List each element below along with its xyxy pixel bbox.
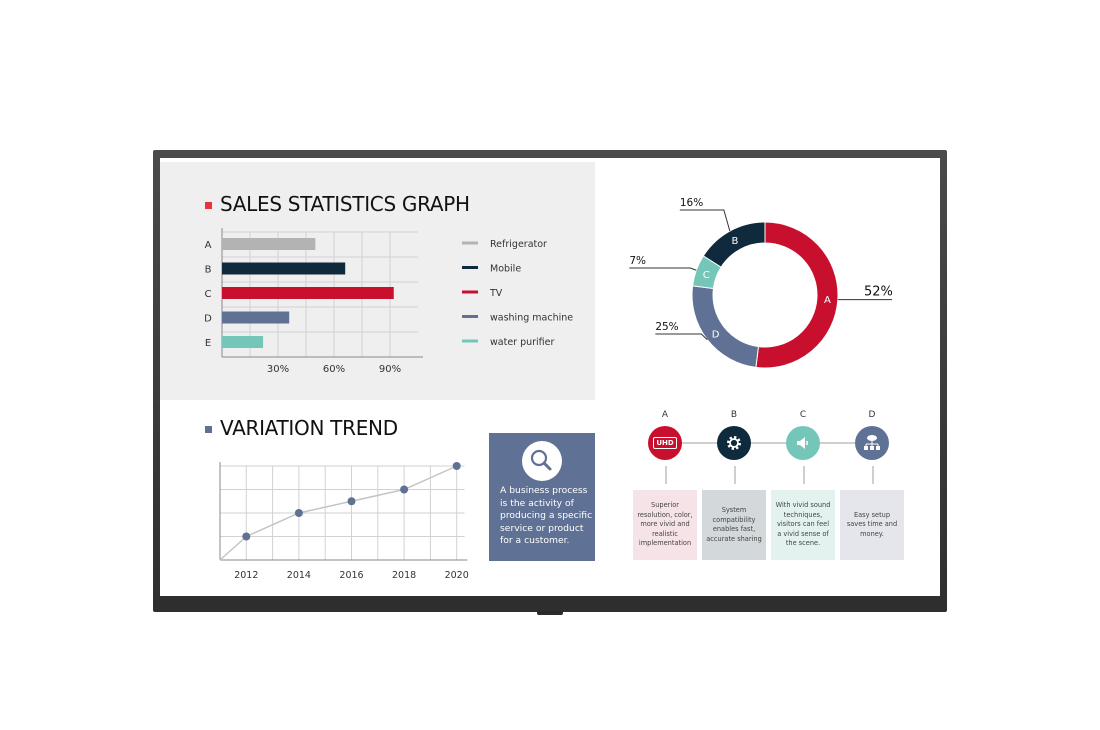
- x-tick-label: 2020: [445, 570, 469, 581]
- feature-label: C: [799, 410, 807, 420]
- bar-B: [222, 262, 346, 275]
- connector-line: [650, 442, 870, 444]
- legend-label: washing machine: [490, 313, 573, 324]
- legend-label: water purifier: [490, 337, 555, 348]
- feature-text: With vivid sound techniques, visitors ca…: [775, 501, 831, 548]
- feature-connector: [665, 466, 667, 484]
- sales-panel: [160, 162, 595, 400]
- data-point-2020: [452, 462, 461, 470]
- slice-value: 25%: [655, 321, 678, 333]
- feature-label: B: [730, 410, 738, 420]
- slice-value: 52%: [864, 285, 893, 300]
- bar-E: [222, 336, 264, 348]
- trend-line: [219, 465, 458, 561]
- bar-D: [222, 311, 290, 324]
- leader-line: [679, 209, 731, 232]
- data-point-2012: [242, 532, 251, 541]
- bar-A: [222, 238, 316, 250]
- feature-label: A: [661, 410, 669, 420]
- data-point-2014: [294, 509, 303, 517]
- feature-connector: [872, 466, 874, 484]
- trend-title: VARIATION TREND: [220, 416, 398, 440]
- legend-label: TV: [489, 288, 503, 299]
- feature-label: D: [868, 410, 876, 420]
- x-tick-label: 2014: [287, 570, 311, 581]
- slice-label: D: [712, 329, 720, 340]
- x-tick-label: 30%: [267, 364, 289, 375]
- legend-label: Refrigerator: [490, 239, 547, 250]
- line-chart: 2012 2014 2016 2018 2020: [219, 462, 469, 581]
- feature-text: System compatibility enables fast, accur…: [706, 506, 762, 543]
- info-text: A business process is the activity of pr…: [500, 485, 593, 547]
- network-cloud-icon: [855, 426, 889, 460]
- donut-slice-D: [691, 285, 760, 368]
- info-box: A business process is the activity of pr…: [489, 433, 595, 561]
- tv-frame: SALES STATISTICS GRAPH A Refrigerator B Mob…: [153, 150, 947, 612]
- slice-label: A: [824, 295, 831, 306]
- feature-connector: [803, 466, 805, 484]
- category-label: B: [205, 265, 212, 276]
- feature-text: Easy setup saves time and money.: [846, 510, 898, 538]
- speaker-icon: [786, 426, 820, 460]
- x-tick-label: 60%: [323, 364, 345, 375]
- feature-connector: [734, 466, 736, 484]
- legend-label: Mobile: [490, 264, 521, 275]
- gear-icon: [717, 426, 751, 460]
- donut-slice-B: [702, 221, 766, 268]
- slice-label: C: [703, 270, 710, 281]
- donut-chart: A 52% D 25% C 7% B 16%: [629, 197, 893, 369]
- donut-slice-A: [755, 221, 839, 369]
- slice-value: 7%: [629, 255, 646, 267]
- sales-title-marker: [205, 202, 212, 209]
- sales-title: SALES STATISTICS GRAPH: [220, 192, 470, 216]
- bar-chart: A Refrigerator B Mobile C TV D washing machine E…: [204, 228, 573, 375]
- feature-card: Easy setup saves time and money.: [840, 490, 904, 560]
- x-tick-label: 90%: [379, 364, 401, 375]
- screen: SALES STATISTICS GRAPH A Refrigerator B Mob…: [160, 158, 940, 596]
- uhd-icon: UHD: [648, 426, 682, 460]
- category-label: C: [205, 289, 212, 300]
- category-label: D: [204, 314, 212, 325]
- category-label: A: [205, 240, 212, 251]
- x-tick-label: 2016: [339, 570, 363, 581]
- slice-label: B: [731, 236, 738, 247]
- feature-card: System compatibility enables fast, accur…: [702, 490, 766, 560]
- trend-title-marker: [205, 426, 212, 433]
- magnifier-icon: [522, 441, 562, 481]
- tv-stand: [537, 611, 563, 615]
- slice-value: 16%: [680, 197, 703, 209]
- feature-card: Superior resolution, color, more vivid a…: [633, 490, 697, 560]
- feature-card: With vivid sound techniques, visitors ca…: [771, 490, 835, 560]
- x-tick-label: 2012: [234, 570, 258, 581]
- feature-text: Superior resolution, color, more vivid a…: [637, 501, 693, 548]
- leader-line: [655, 333, 708, 341]
- bar-C: [222, 287, 394, 299]
- data-point-2018: [400, 485, 409, 494]
- x-tick-label: 2018: [392, 570, 416, 581]
- leader-line: [629, 267, 697, 271]
- data-point-2016: [347, 497, 356, 506]
- category-label: E: [205, 338, 211, 349]
